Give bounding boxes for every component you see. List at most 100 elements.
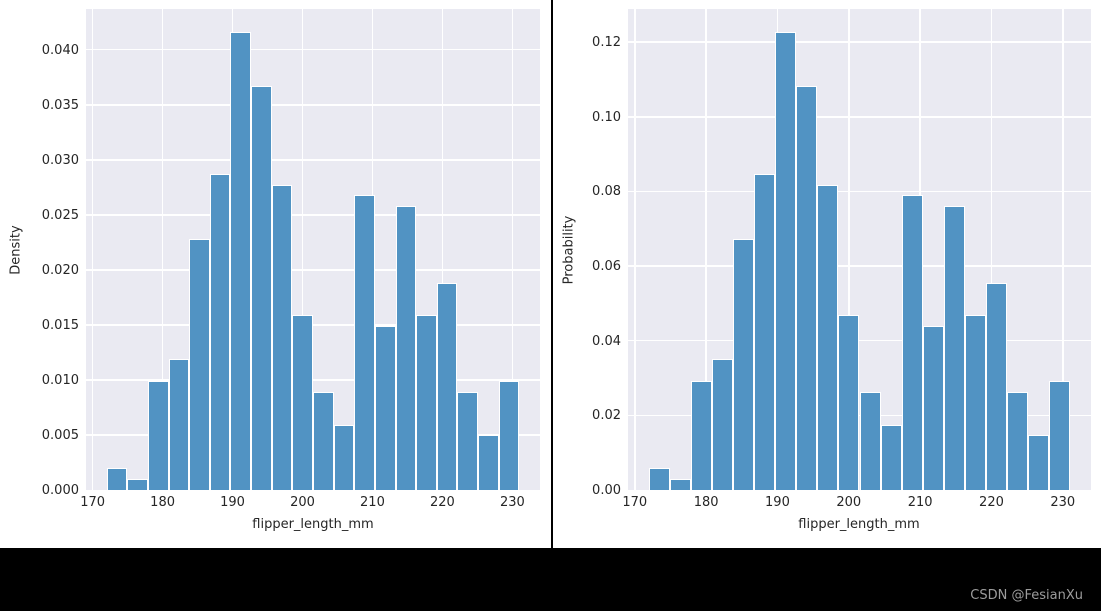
x-gridline (91, 9, 94, 490)
x-gridline (705, 9, 707, 490)
histogram-bar (106, 468, 128, 490)
histogram-bar (649, 468, 671, 490)
histogram-bar (395, 206, 417, 490)
histogram-bar (436, 282, 458, 490)
histogram-bar (901, 195, 923, 490)
histogram-bar (880, 424, 902, 490)
x-tick-label: 220 (429, 495, 455, 510)
y-gridline (86, 104, 540, 106)
x-gridline (301, 9, 304, 490)
x-tick-label: 230 (499, 495, 525, 510)
y-gridline (86, 379, 540, 381)
histogram-bar (691, 380, 713, 490)
y-tick-label: 0.035 (41, 97, 79, 113)
x-gridline (511, 9, 514, 490)
histogram-bar (922, 326, 944, 490)
histogram-bar (333, 424, 355, 490)
density-chart-panel: Density flipper_length_mm 0.000 0.005 0.01… (0, 0, 551, 548)
y-tick-label: 0.04 (592, 333, 621, 349)
y-gridline (86, 269, 540, 271)
histogram-bar (416, 315, 437, 490)
y-gridline (628, 339, 1091, 342)
y-tick-label: 0.040 (41, 42, 79, 58)
y-tick-label: 0.005 (41, 427, 79, 443)
y-tick-label: 0.10 (592, 109, 621, 125)
histogram-bar (271, 184, 293, 490)
histogram-bar (230, 31, 252, 490)
histogram-bar (313, 391, 334, 490)
y-gridline (86, 324, 540, 326)
x-gridline (1062, 9, 1064, 490)
histogram-bar (775, 31, 797, 490)
x-tick-label: 210 (907, 495, 933, 510)
histogram-bar (838, 315, 860, 490)
x-tick-label: 190 (220, 495, 245, 510)
y-gridline (628, 265, 1091, 267)
y-gridline (628, 116, 1091, 118)
histogram-bar (985, 282, 1007, 490)
x-tick-label: 170 (80, 495, 106, 510)
histogram-bar (168, 359, 190, 490)
histogram-bar (354, 195, 375, 490)
y-tick-label: 0.030 (41, 152, 79, 168)
x-gridline (990, 9, 993, 490)
histogram-bar (251, 86, 272, 490)
y-tick-label: 0.020 (41, 262, 79, 278)
x-gridline (634, 9, 636, 490)
histogram-bar (457, 391, 479, 490)
histogram-bar (1027, 435, 1049, 490)
histogram-bar (127, 479, 148, 490)
x-axis-label-left: flipper_length_mm (252, 517, 374, 532)
histogram-bar (796, 86, 818, 490)
x-tick-label: 220 (979, 495, 1004, 510)
x-tick-label: 180 (150, 495, 175, 510)
x-tick-label: 190 (765, 495, 790, 510)
bottom-black-bar: CSDN @FesianXu (0, 548, 1101, 611)
histogram-bar (859, 391, 881, 490)
histogram-bar (209, 173, 231, 490)
histogram-bar (498, 380, 520, 490)
x-tick-label: 200 (836, 495, 862, 510)
x-tick-label: 170 (622, 495, 648, 510)
y-tick-label: 0.010 (41, 372, 79, 388)
y-gridline (86, 214, 540, 216)
y-tick-label: 0.12 (592, 35, 621, 51)
y-tick-label: 0.000 (41, 483, 79, 498)
histogram-bar (754, 173, 776, 490)
y-tick-label: 0.02 (592, 408, 621, 424)
histogram-bar (817, 184, 839, 490)
probability-chart-panel: Probability flipper_length_mm 0.00 0.02 0.… (553, 0, 1101, 548)
x-tick-label: 200 (290, 495, 315, 510)
histogram-bar (1006, 391, 1028, 490)
y-gridline (86, 48, 540, 51)
histogram-bar (670, 479, 692, 490)
x-gridline (441, 9, 444, 490)
watermark-text: CSDN @FesianXu (970, 588, 1083, 603)
y-gridline (628, 41, 1091, 43)
y-tick-label: 0.08 (592, 184, 621, 200)
histogram-bar (964, 315, 986, 490)
y-gridline (628, 190, 1091, 193)
x-tick-label: 210 (360, 495, 385, 510)
histogram-bar (478, 435, 499, 490)
y-tick-label: 0.06 (592, 259, 621, 275)
probability-plot-area (628, 9, 1091, 490)
histogram-bar (712, 359, 734, 490)
x-tick-label: 230 (1050, 495, 1076, 510)
x-gridline (161, 9, 164, 490)
y-tick-label: 0.00 (592, 483, 621, 498)
histogram-bar (943, 206, 965, 490)
density-plot-area (86, 9, 540, 490)
y-gridline (86, 159, 540, 161)
histogram-bar (147, 380, 169, 490)
y-tick-label: 0.015 (41, 317, 79, 333)
y-tick-label: 0.025 (41, 207, 79, 223)
panel-divider-line (551, 0, 553, 548)
x-gridline (848, 9, 850, 490)
histogram-bar (1048, 380, 1070, 490)
x-axis-label-right: flipper_length_mm (798, 517, 920, 532)
x-tick-label: 180 (693, 495, 719, 510)
histogram-bar (374, 326, 396, 490)
histogram-bar (733, 239, 755, 490)
